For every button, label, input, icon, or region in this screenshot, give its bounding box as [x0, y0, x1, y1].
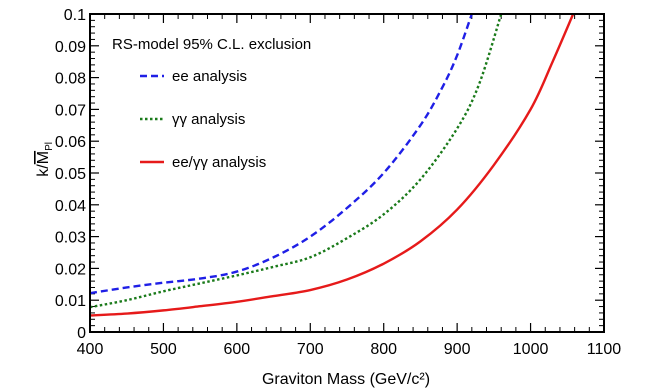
- x-tick-label: 700: [297, 341, 324, 358]
- x-tick-label: 600: [224, 341, 251, 358]
- legend-label-0: ee analysis: [172, 68, 247, 85]
- x-tick-label: 1000: [513, 341, 549, 358]
- y-tick-label: 0.08: [55, 71, 86, 88]
- x-tick-label: 900: [444, 341, 471, 358]
- y-axis-title-main: k/: [35, 164, 52, 177]
- y-tick-label: 0.05: [55, 166, 86, 183]
- plot-frame: [89, 13, 605, 333]
- legend: ee analysis γγ analysis ee/γγ analysis: [140, 68, 266, 171]
- y-tick-label: 0.06: [55, 134, 86, 151]
- y-tick-label: 0.01: [55, 293, 86, 310]
- series-layer: [89, 13, 575, 317]
- y-tick-label: 0.03: [55, 230, 86, 247]
- x-tick-label: 400: [77, 341, 104, 358]
- x-tick-label: 500: [150, 341, 177, 358]
- x-tick-label: 800: [370, 341, 397, 358]
- series-line-1: [89, 13, 503, 309]
- y-axis-title-subscript: Pl: [44, 142, 55, 151]
- legend-label-2: ee/γγ analysis: [172, 154, 266, 171]
- legend-label-1: γγ analysis: [172, 111, 245, 128]
- chart-title: RS-model 95% C.L. exclusion: [112, 36, 311, 53]
- y-axis-title-symbol: M: [35, 151, 52, 164]
- y-tick-label: 0.1: [64, 7, 86, 24]
- y-tick-label: 0: [77, 325, 86, 342]
- y-tick-label: 0.07: [55, 102, 86, 119]
- y-axis-title: k/MPl: [35, 142, 55, 177]
- x-axis-title: Graviton Mass (GeV/c²): [262, 371, 430, 388]
- x-tick-label: 1100: [587, 341, 622, 358]
- series-line-0: [89, 13, 473, 295]
- axis-ticks: [89, 13, 605, 333]
- y-tick-label: 0.04: [55, 198, 86, 215]
- y-tick-label: 0.09: [55, 39, 86, 56]
- tick-labels: 400 500 600 700 800 900 1000 1100 0 0.01 0.02 0.03 0…: [55, 7, 621, 358]
- series-line-2: [89, 13, 575, 317]
- y-tick-label: 0.02: [55, 261, 86, 278]
